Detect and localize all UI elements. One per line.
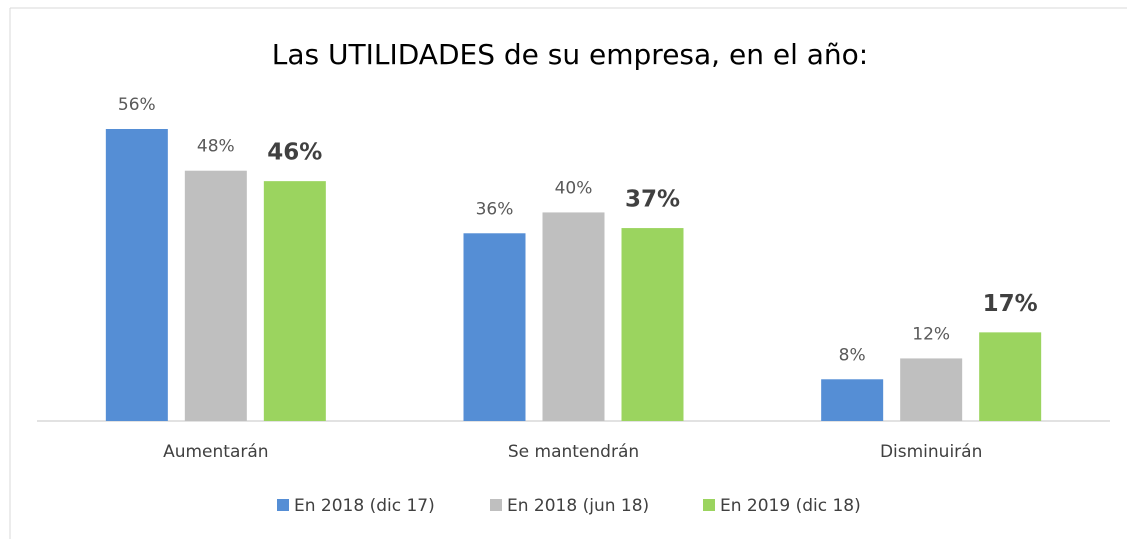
bar [900, 358, 963, 421]
data-label: 40% [555, 178, 593, 198]
bar [105, 129, 168, 421]
legend-label: En 2018 (dic 17) [294, 496, 435, 516]
legend-label: En 2019 (dic 18) [720, 496, 861, 516]
data-label: 48% [197, 137, 235, 157]
data-label: 37% [625, 187, 680, 213]
data-label: 36% [476, 199, 514, 219]
data-label: 46% [267, 140, 322, 166]
bar [184, 170, 247, 421]
data-label: 17% [983, 291, 1038, 317]
legend-swatch [490, 499, 502, 511]
bar [821, 379, 884, 421]
x-tick-label: Disminuirán [880, 442, 982, 462]
legend-swatch [277, 499, 289, 511]
x-tick-label: Se mantendrán [508, 442, 639, 462]
chart-title: Las UTILIDADES de su empresa, en el año: [272, 38, 868, 71]
bar [979, 332, 1042, 421]
bar [621, 228, 684, 421]
legend-label: En 2018 (jun 18) [507, 496, 649, 516]
legend-swatch [703, 499, 715, 511]
bar [263, 181, 326, 421]
data-label: 12% [912, 324, 950, 344]
x-tick-label: Aumentarán [163, 442, 268, 462]
data-label: 8% [839, 345, 866, 365]
bar [542, 212, 605, 421]
data-label: 56% [118, 95, 156, 115]
bar [463, 233, 526, 421]
